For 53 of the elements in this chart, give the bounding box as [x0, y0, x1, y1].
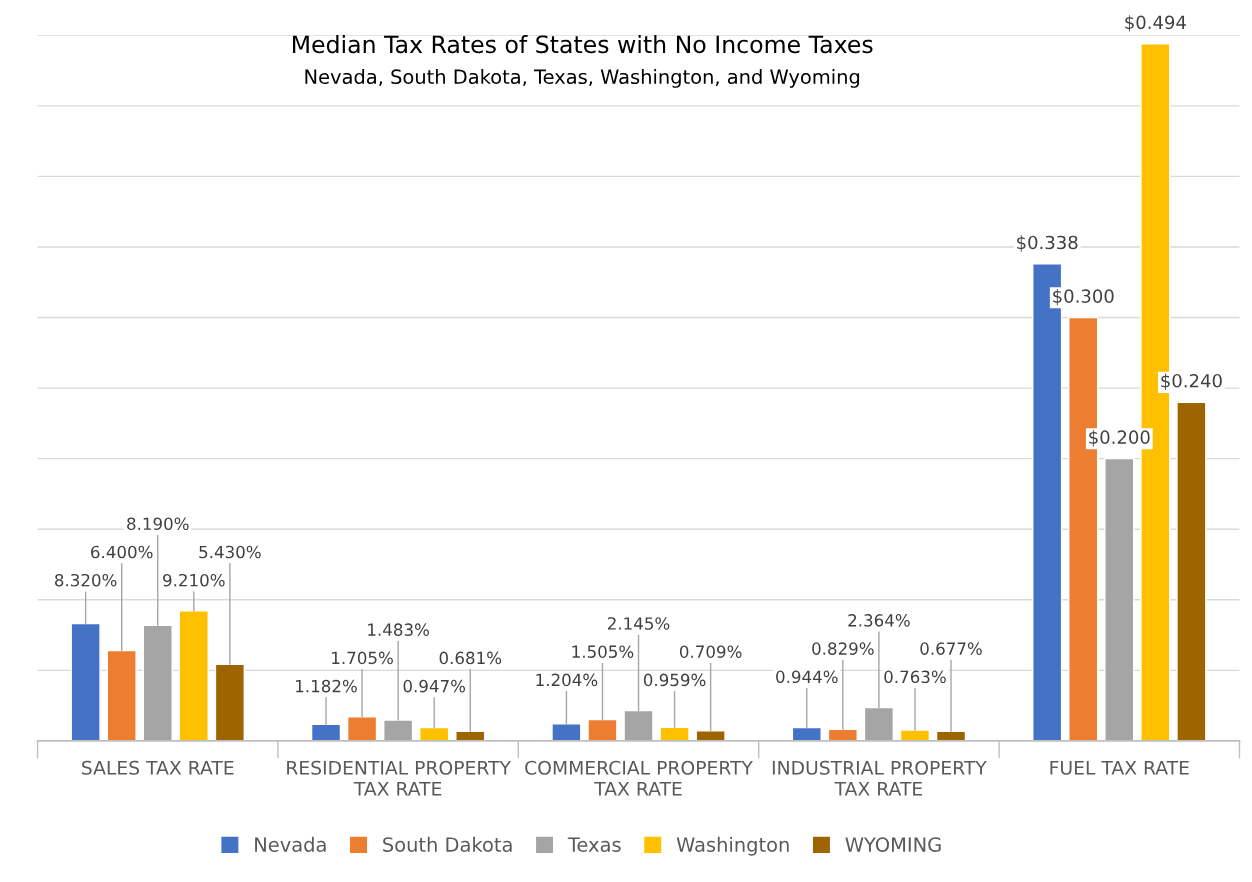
data-label: 0.681% — [439, 651, 502, 665]
legend-label: WYOMING — [845, 837, 941, 852]
bar — [178, 610, 209, 741]
chart-title: Median Tax Rates of States with No Income Taxes — [292, 34, 873, 54]
bar — [1104, 457, 1135, 741]
bar — [551, 723, 582, 741]
bar — [310, 723, 342, 741]
data-label: 1.505% — [572, 645, 634, 658]
text: Nevada, South Dakota, Texas, Washington, and Wyoming — [305, 69, 860, 88]
data-label: 0.829% — [812, 642, 874, 655]
x-tick-label: COMMERCIAL PROPERTY TAX RATE — [525, 760, 753, 796]
legend-label: Texas — [567, 837, 621, 852]
x-tick-label: INDUSTRIAL PROPERTY TAX RATE — [772, 760, 987, 796]
bar — [1176, 401, 1207, 741]
data-label: $0.300 — [1053, 288, 1114, 306]
data-label: 2.364% — [848, 614, 910, 627]
bar — [827, 728, 858, 741]
bar — [899, 729, 931, 741]
data-label: 1.182% — [296, 679, 357, 693]
data-label: 0.947% — [403, 679, 466, 693]
data-label: 0.944% — [776, 670, 838, 684]
data-label: 8.320% — [54, 573, 117, 587]
data-label: 6.400% — [91, 545, 153, 559]
bar — [791, 726, 822, 741]
data-label: 9.210% — [163, 573, 225, 587]
data-label: $0.200 — [1089, 430, 1150, 447]
data-label: 0.763% — [884, 670, 946, 684]
bar — [70, 622, 101, 741]
data-label: 1.705% — [332, 651, 393, 665]
x-tick-label: RESIDENTIAL PROPERTY TAX RATE — [287, 760, 511, 796]
data-label: 0.959% — [643, 673, 706, 687]
bar — [346, 716, 378, 741]
x-tick-label: FUEL TAX RATE — [1050, 760, 1189, 775]
legend-label: Washington — [676, 836, 789, 856]
data-label: 5.430% — [199, 545, 261, 559]
legend-label: South Dakota — [383, 836, 512, 852]
legend-label: Nevada — [255, 836, 326, 852]
bar — [106, 649, 137, 741]
x-tick-label: SALES TAX RATE — [82, 760, 234, 775]
data-label: 0.709% — [679, 645, 742, 658]
data-label: 0.677% — [920, 642, 982, 655]
data-label: 8.190% — [127, 517, 189, 531]
data-label: 1.204% — [536, 673, 598, 687]
data-label: 1.483% — [368, 623, 429, 636]
bar — [214, 663, 245, 741]
data-label: 2.145% — [607, 617, 670, 630]
data-label: $0.494 — [1125, 15, 1186, 32]
data-label: $0.338 — [1017, 235, 1078, 252]
bar — [419, 726, 450, 741]
bar — [659, 726, 690, 741]
bar — [695, 730, 726, 741]
data-label: $0.240 — [1161, 373, 1222, 390]
bar — [587, 718, 618, 741]
